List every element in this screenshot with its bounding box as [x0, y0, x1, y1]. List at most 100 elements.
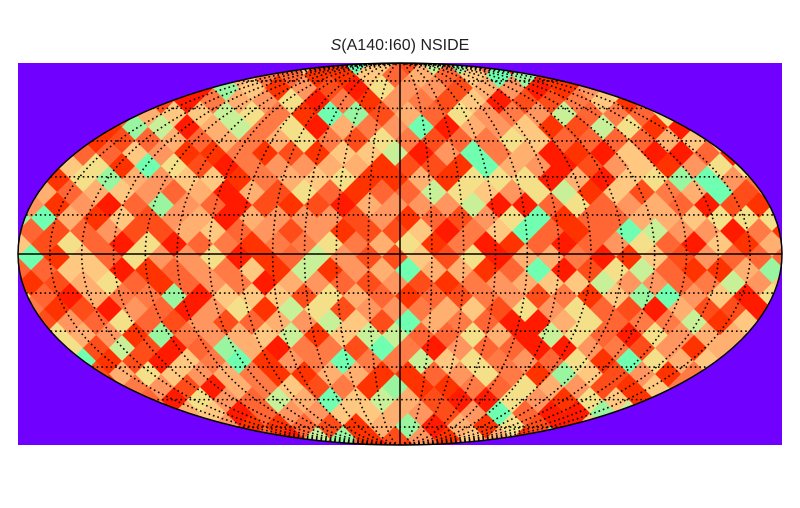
map-cell	[589, 452, 617, 480]
map-cell	[225, 63, 253, 64]
map-cell	[0, 127, 6, 155]
map-cell	[771, 63, 782, 64]
map-cell	[368, 23, 396, 51]
map-cell	[641, 63, 669, 64]
map-cell	[303, 452, 331, 480]
map-cell	[212, 23, 240, 51]
meridian-line	[271, 63, 401, 445]
graticule	[18, 63, 782, 445]
map-cell	[784, 127, 800, 155]
map-cell	[0, 257, 6, 285]
map-cell	[18, 270, 19, 298]
map-cell	[433, 452, 461, 480]
map-cell	[446, 23, 474, 51]
map-cell	[745, 63, 773, 64]
map-cell	[485, 452, 513, 480]
map-cell	[186, 23, 214, 51]
map-cell	[18, 63, 19, 64]
map-cell	[18, 348, 19, 376]
map-cell	[680, 23, 708, 51]
map-cell	[459, 63, 487, 64]
map-cell	[550, 23, 578, 51]
map-cell	[264, 23, 292, 51]
map-cell	[784, 231, 800, 259]
map-cell	[18, 192, 19, 220]
map-cell	[615, 452, 643, 480]
map-cell	[602, 23, 630, 51]
map-cell	[732, 23, 760, 51]
map-cell	[576, 23, 604, 51]
map-cell	[667, 452, 695, 480]
title-text: (A140:I60) NSIDE	[341, 37, 470, 54]
map-title: S(A140:I60) NSIDE	[0, 35, 800, 57]
map-cell	[758, 23, 786, 51]
map-cell	[693, 452, 721, 480]
map-cell	[0, 101, 6, 129]
map-cell	[0, 231, 6, 259]
map-cell	[407, 426, 435, 445]
meridian-line	[49, 63, 401, 445]
map-cell	[0, 49, 6, 77]
map-cell	[290, 23, 318, 51]
map-cell	[784, 309, 800, 337]
map-cell	[472, 23, 500, 51]
map-cell	[329, 452, 357, 480]
map-cell	[433, 63, 461, 64]
meridian-line	[399, 63, 529, 445]
map-cell	[784, 283, 800, 311]
map-cell	[134, 23, 162, 51]
map-cell	[784, 23, 800, 51]
map-cell	[784, 75, 800, 103]
meridian-line	[144, 63, 401, 445]
map-cell	[459, 426, 487, 445]
map-cell	[30, 23, 58, 51]
map-cell	[18, 322, 19, 350]
map-cell	[784, 205, 800, 233]
map-cell	[18, 218, 19, 246]
map-cell	[95, 452, 123, 480]
map-cell	[277, 63, 305, 64]
map-cell	[173, 63, 201, 64]
map-cell	[251, 452, 279, 480]
map-cell	[0, 179, 6, 207]
meridian-line	[176, 63, 401, 445]
map-cell	[420, 23, 448, 51]
map-cell	[511, 452, 539, 480]
map-cell	[43, 452, 71, 480]
map-cell	[784, 413, 800, 441]
map-cell	[563, 63, 591, 64]
map-cell	[277, 452, 305, 480]
map-cell	[18, 374, 19, 402]
map-cell	[563, 452, 591, 480]
map-cell	[199, 452, 227, 480]
map-cell	[18, 63, 45, 64]
map-cell	[4, 23, 32, 51]
map-cell	[628, 23, 656, 51]
map-cell	[0, 153, 6, 181]
map-cell	[18, 296, 19, 324]
map-cell	[18, 114, 19, 142]
map-cell	[784, 179, 800, 207]
map-cell	[719, 63, 747, 64]
map-cell	[355, 452, 383, 480]
map-cell	[147, 63, 175, 64]
map-cell	[706, 23, 734, 51]
map-cell	[784, 153, 800, 181]
map-cell	[43, 63, 71, 64]
map-cell	[784, 257, 800, 285]
map-cell	[18, 426, 19, 445]
map-cell	[537, 452, 565, 480]
map-cell	[0, 413, 6, 441]
map-cell	[407, 63, 435, 64]
map-cell	[784, 387, 800, 415]
map-cell	[0, 452, 19, 480]
map-cell	[667, 63, 695, 64]
map-cell	[17, 452, 45, 480]
map-cell	[589, 63, 617, 64]
map-cell	[615, 63, 643, 64]
map-cell	[108, 23, 136, 51]
map-cell	[784, 439, 800, 467]
map-cell	[18, 140, 19, 168]
map-cell	[537, 63, 565, 64]
